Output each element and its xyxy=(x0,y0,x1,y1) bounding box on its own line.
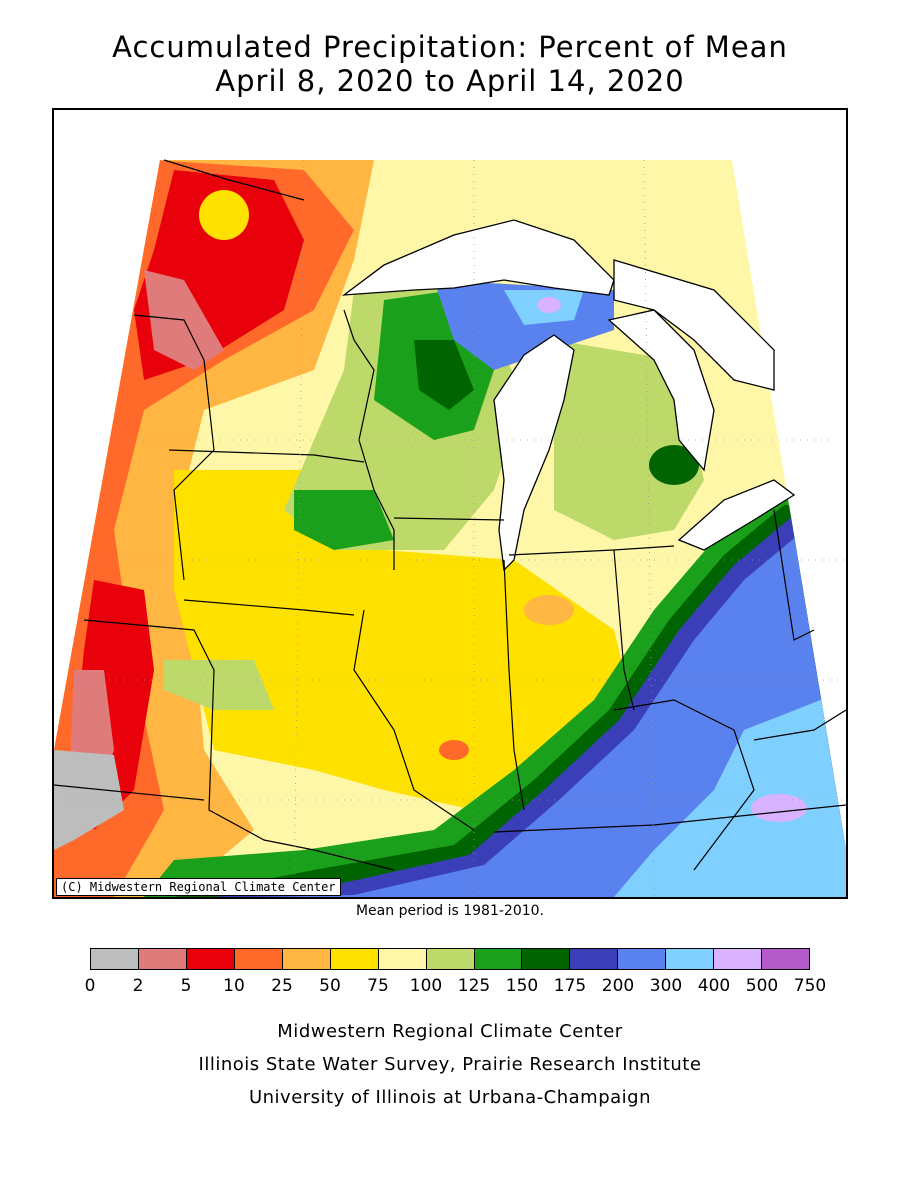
legend-tick-label: 400 xyxy=(697,976,731,996)
legend-swatch xyxy=(618,949,667,969)
up-lavender-spot xyxy=(537,297,561,313)
legend-tick-label: 50 xyxy=(319,976,341,996)
legend-tick-label: 175 xyxy=(553,976,587,996)
legend-swatch xyxy=(378,949,427,969)
legend-tick-label: 2 xyxy=(132,976,144,996)
state-boundaries xyxy=(54,159,846,871)
se-lavender-spot xyxy=(751,794,807,822)
legend-tick-label: 500 xyxy=(745,976,779,996)
lake-erie xyxy=(677,479,796,551)
lake-huron xyxy=(607,309,715,472)
legend-tick-label: 10 xyxy=(223,976,245,996)
north-lakes-region xyxy=(613,259,775,391)
lake-michigan xyxy=(493,334,575,572)
se-lightblue-zone xyxy=(614,690,846,897)
legend-tick-label: 200 xyxy=(601,976,635,996)
legend-swatch xyxy=(426,949,475,969)
credit-line-2: Illinois State Water Survey, Prairie Res… xyxy=(198,1054,702,1075)
credit-line-3: University of Illinois at Urbana-Champai… xyxy=(248,1087,652,1108)
legend-swatch xyxy=(762,949,810,969)
legend-tick-label: 75 xyxy=(367,976,389,996)
graticule xyxy=(64,159,844,897)
ia-green-zone xyxy=(294,490,394,550)
legend-swatch xyxy=(91,949,139,969)
se-blue-band xyxy=(254,530,846,897)
legend-swatch xyxy=(282,949,331,969)
legend-swatch xyxy=(234,949,283,969)
legend-tick-label: 0 xyxy=(84,976,96,996)
legend-swatch xyxy=(522,949,571,969)
credit-line-1: Midwestern Regional Climate Center xyxy=(277,1021,623,1042)
lake-superior xyxy=(341,219,615,296)
map-date-range: April 8, 2020 to April 14, 2020 xyxy=(215,64,685,98)
legend-tick-label: 750 xyxy=(793,976,827,996)
legend-labels: 0 2 5 10 25 50 75 100 125 150 175 200 300 400 500 750 xyxy=(85,976,827,998)
central-yellow-zone xyxy=(174,470,634,810)
ia-il-light-green xyxy=(164,660,274,710)
legend-tick-label: 100 xyxy=(409,976,443,996)
copyright-label: (C) Midwestern Regional Climate Center xyxy=(56,878,341,896)
precipitation-map: (C) Midwestern Regional Climate Center xyxy=(52,108,848,899)
legend-tick-label: 150 xyxy=(505,976,539,996)
legend-swatch xyxy=(666,949,715,969)
mean-period-note: Mean period is 1981-2010. xyxy=(355,903,545,919)
legend-tick-label: 5 xyxy=(180,976,192,996)
legend-tick-label: 125 xyxy=(457,976,491,996)
gray-zone xyxy=(54,750,124,850)
orange-spot-il xyxy=(439,740,469,760)
legend-swatch xyxy=(186,949,235,969)
legend-swatch xyxy=(474,949,523,969)
legend-swatch xyxy=(330,949,379,969)
legend-swatch xyxy=(714,949,763,969)
mi-green-spot xyxy=(649,445,699,485)
map-canvas xyxy=(54,159,846,897)
legend-tick-label: 300 xyxy=(649,976,683,996)
great-lakes xyxy=(341,219,796,572)
color-legend xyxy=(90,948,810,970)
yellow-spot-mn xyxy=(199,190,249,240)
legend-swatch xyxy=(138,949,187,969)
map-title: Accumulated Precipitation: Percent of Me… xyxy=(112,30,788,64)
mi-green-zone xyxy=(554,340,704,540)
legend-swatch xyxy=(570,949,619,969)
legend-tick-label: 25 xyxy=(271,976,293,996)
orange-spot-in xyxy=(524,595,574,625)
wi-green-dark-zone xyxy=(414,340,474,410)
